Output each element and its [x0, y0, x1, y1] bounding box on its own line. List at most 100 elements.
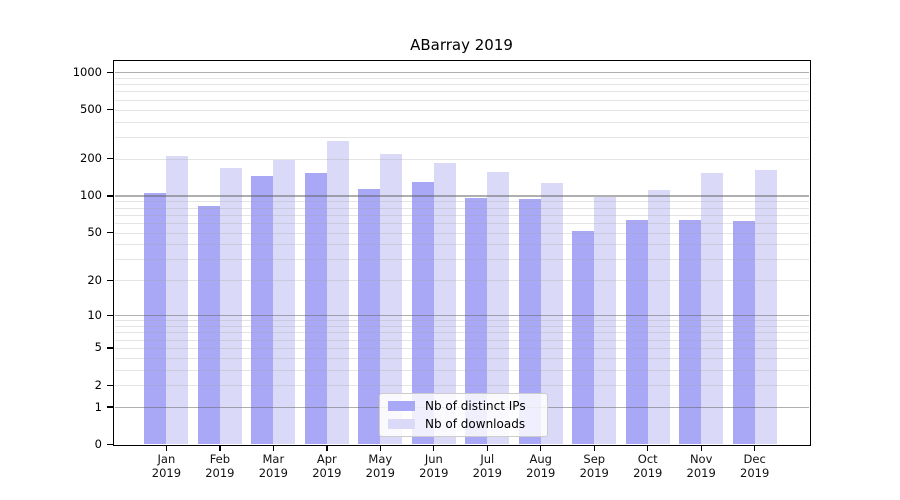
- x-axis-tick: [700, 445, 702, 452]
- y-axis-tick-label: 1000: [72, 64, 102, 79]
- bar-distinct-ips: [251, 175, 274, 445]
- y-axis-tick-label: 0: [94, 437, 102, 451]
- y-axis-tick-label: 100: [80, 188, 102, 203]
- x-axis-tick-label: Aug 2019: [526, 451, 556, 481]
- bar-downloads: [594, 197, 617, 445]
- y-axis-tick: [106, 279, 114, 282]
- legend-swatch-downloads: [388, 419, 415, 429]
- gridline-minor: [114, 158, 809, 160]
- y-axis-tick: [106, 71, 114, 73]
- bar-distinct-ips: [679, 219, 702, 445]
- legend-item-downloads: Nb of downloads: [380, 417, 547, 431]
- bar-downloads: [273, 160, 296, 445]
- bar-distinct-ips: [304, 173, 327, 445]
- bar-distinct-ips: [732, 221, 755, 445]
- y-axis-tick-label: 50: [87, 225, 102, 240]
- x-axis-tick-label: Apr 2019: [312, 451, 342, 481]
- gridline-minor: [114, 207, 809, 209]
- y-axis-tick-label: 200: [80, 151, 102, 166]
- y-axis-tick: [106, 406, 114, 408]
- gridline-minor: [114, 369, 809, 371]
- legend-label-distinct-ips: Nb of distinct IPs: [425, 399, 526, 413]
- bar-downloads: [487, 172, 510, 445]
- bar-distinct-ips: [625, 220, 648, 445]
- bar-downloads: [326, 140, 349, 445]
- x-axis-tick-label: Oct 2019: [633, 451, 663, 481]
- gridline-minor: [114, 339, 809, 341]
- gridline-minor: [114, 84, 809, 86]
- x-axis-tick-label: Nov 2019: [686, 451, 716, 481]
- x-axis-tick: [165, 445, 168, 452]
- gridline-minor: [114, 214, 809, 216]
- x-axis-tick: [326, 445, 328, 452]
- gridline-minor: [114, 77, 809, 79]
- x-axis-tick-label: Dec 2019: [740, 451, 770, 481]
- gridline-minor: [114, 357, 809, 359]
- x-axis-tick-label: Jul 2019: [472, 451, 502, 481]
- x-axis-tick: [593, 445, 595, 452]
- x-axis-tick-label: Feb 2019: [205, 451, 235, 481]
- bar-distinct-ips: [572, 230, 595, 445]
- gridline-minor: [114, 326, 809, 328]
- gridline-minor: [114, 232, 809, 234]
- y-axis-tick: [106, 384, 114, 386]
- x-axis-tick: [486, 445, 488, 452]
- x-axis-tick-label: May 2019: [365, 451, 395, 481]
- bar-downloads: [647, 189, 670, 445]
- y-axis-tick: [106, 314, 114, 316]
- legend: Nb of distinct IPs Nb of downloads: [379, 393, 548, 437]
- bar-downloads: [540, 182, 563, 445]
- gridline-major: [114, 71, 809, 73]
- plot-border: [112, 59, 812, 447]
- y-axis-tick-label: 1: [94, 399, 102, 414]
- gridline-minor: [114, 109, 809, 111]
- gridline-minor: [114, 91, 809, 93]
- x-axis-tick: [433, 445, 435, 452]
- bar-downloads: [380, 153, 403, 445]
- x-axis-tick: [219, 445, 221, 452]
- bar-distinct-ips: [518, 199, 541, 445]
- y-axis-tick: [106, 231, 114, 234]
- bar-downloads: [166, 156, 189, 445]
- x-axis-tick-label: Jun 2019: [419, 451, 449, 481]
- y-axis-tick: [106, 158, 114, 160]
- x-axis-tick: [272, 445, 275, 452]
- x-axis-tick-label: Mar 2019: [258, 451, 288, 481]
- y-axis-tick-label: 20: [87, 272, 102, 287]
- gridline-minor: [114, 280, 809, 282]
- gridline-minor: [114, 121, 809, 123]
- y-axis-tick: [106, 443, 114, 446]
- legend-label-downloads: Nb of downloads: [425, 417, 526, 431]
- legend-swatch-distinct-ips: [388, 401, 415, 411]
- gridline-major: [114, 314, 809, 316]
- bar-downloads: [701, 173, 724, 445]
- gridline-minor: [114, 385, 809, 387]
- x-axis-tick-label: Jan 2019: [151, 451, 182, 481]
- gridline-minor: [114, 99, 809, 101]
- gridline-minor: [114, 137, 809, 139]
- gridline-minor: [114, 244, 809, 246]
- x-axis-tick: [753, 445, 756, 452]
- chart-title: ABarray 2019: [410, 36, 513, 54]
- y-axis-tick: [106, 108, 114, 111]
- x-axis-tick: [647, 445, 649, 452]
- gridline-minor: [114, 320, 809, 322]
- bar-distinct-ips: [465, 198, 488, 445]
- gridline-major: [114, 195, 809, 197]
- x-axis-tick: [379, 445, 381, 452]
- bar-downloads: [754, 170, 777, 445]
- bar-distinct-ips: [197, 206, 220, 445]
- y-axis-tick-label: 10: [87, 307, 102, 322]
- gridline-minor: [114, 332, 809, 334]
- gridline-minor: [114, 201, 809, 203]
- y-axis-tick-label: 5: [94, 340, 102, 355]
- gridline-minor: [114, 347, 809, 349]
- x-axis-tick: [540, 445, 542, 452]
- y-axis-tick: [106, 347, 114, 349]
- y-axis-tick-label: 2: [94, 377, 102, 392]
- bar-downloads: [433, 162, 456, 445]
- x-axis-tick-label: Sep 2019: [579, 451, 609, 481]
- bar-distinct-ips: [411, 182, 434, 445]
- legend-item-distinct-ips: Nb of distinct IPs: [380, 399, 547, 413]
